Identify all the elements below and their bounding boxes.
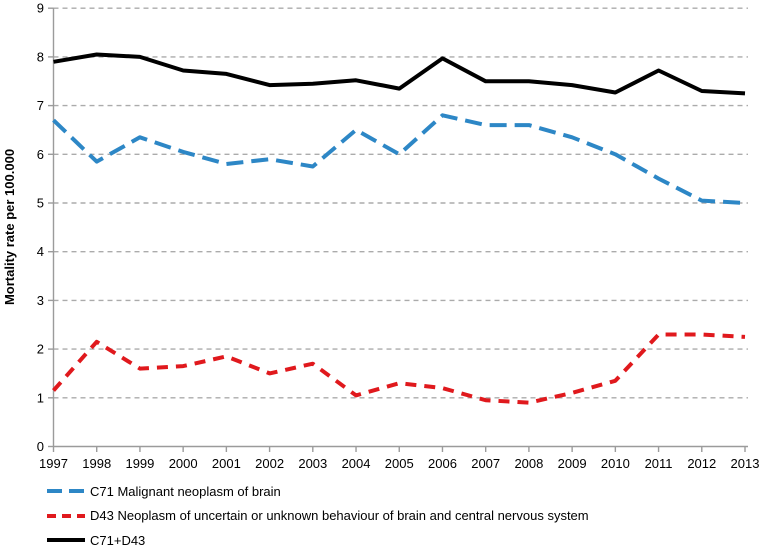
series-line-0: [52, 113, 746, 205]
legend-label-c71: C71 Malignant neoplasm of brain: [90, 483, 281, 499]
legend-key-c71-dashed-line: [47, 489, 85, 494]
legend-item-c71-d43: C71+D43: [46, 528, 761, 553]
x-tick-label: 2008: [514, 456, 543, 471]
x-tick-label: 2000: [169, 456, 198, 471]
series-line-1: [52, 332, 746, 405]
x-tick-label: 1997: [39, 456, 68, 471]
y-axis-title: Mortality rate per 100.000: [2, 149, 17, 305]
chart-layer: 0 1 2 3 4 5 6 7 8 9 1997 1998 1999 2000 2001 2002 2003 20…: [37, 1, 760, 471]
y-tick-label: 1: [37, 390, 44, 405]
x-tick-label: 2006: [428, 456, 457, 471]
x-tick-label: 2009: [558, 456, 587, 471]
y-tick-label: 6: [37, 147, 44, 162]
x-tick-label: 2001: [212, 456, 241, 471]
y-tick-label: 5: [37, 196, 44, 211]
x-tick-label: 1998: [82, 456, 111, 471]
series-line-2: [53, 52, 746, 96]
legend-label-c71-d43: C71+D43: [90, 532, 146, 548]
y-tick-label: 0: [37, 439, 44, 454]
x-tick-label: 2012: [687, 456, 716, 471]
x-tick-label: 2011: [645, 456, 673, 471]
y-tick-label: 8: [37, 49, 44, 64]
legend-item-d43: D43 Neoplasm of uncertain or unknown beh…: [46, 504, 761, 529]
legend-label-d43: D43 Neoplasm of uncertain or unknown beh…: [90, 508, 589, 524]
y-tick-label: 3: [37, 293, 44, 308]
x-tick-label: 2010: [601, 456, 630, 471]
x-tick-label: 2013: [731, 456, 760, 471]
legend: C71 Malignant neoplasm of brain D43 Neop…: [46, 479, 761, 553]
legend-key-d43-dashed-line: [47, 513, 85, 518]
legend-item-c71: C71 Malignant neoplasm of brain: [46, 479, 761, 504]
x-tick-label: 1999: [125, 456, 154, 471]
x-tick-label: 2005: [385, 456, 414, 471]
y-tick-label: 7: [37, 98, 44, 113]
x-tick-label: 2004: [342, 456, 371, 471]
plot-area: Mortality rate per 100.000 0 1 2 3 4 5 6 7 8 9 199…: [2, 1, 760, 471]
x-tick-label: 2007: [471, 456, 500, 471]
y-tick-label: 9: [37, 1, 44, 16]
y-tick-label: 2: [37, 342, 44, 357]
legend-key-total-solid-line: [47, 538, 85, 543]
x-tick-label: 2002: [255, 456, 284, 471]
y-tick-label: 4: [37, 244, 44, 259]
x-tick-label: 2003: [298, 456, 327, 471]
